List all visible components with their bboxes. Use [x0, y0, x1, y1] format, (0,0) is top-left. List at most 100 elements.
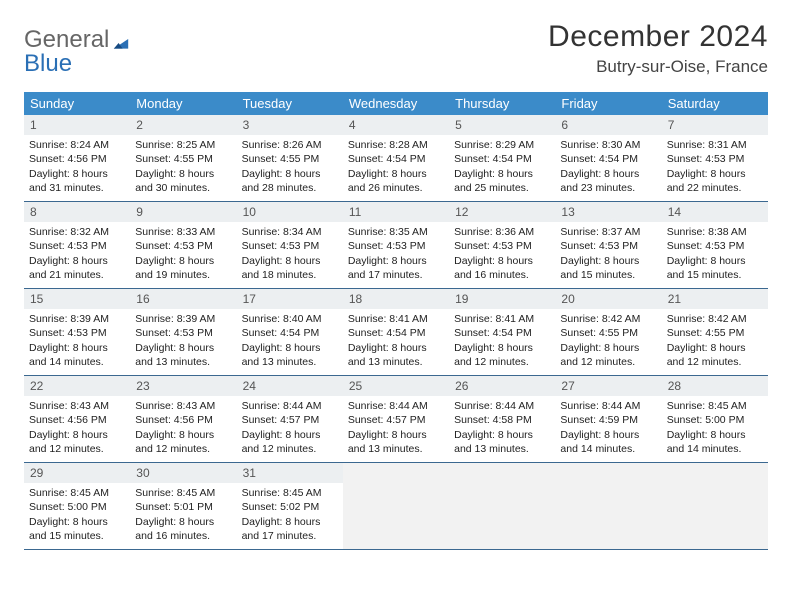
calendar: SundayMondayTuesdayWednesdayThursdayFrid…: [24, 92, 768, 550]
daylight-line: Daylight: 8 hours and 13 minutes.: [348, 341, 444, 369]
daylight-line: Daylight: 8 hours and 22 minutes.: [667, 167, 763, 195]
sunrise-line: Sunrise: 8:44 AM: [242, 399, 338, 413]
day-header-sunday: Sunday: [24, 92, 130, 115]
sunrise-line: Sunrise: 8:44 AM: [348, 399, 444, 413]
day-number: 16: [130, 289, 236, 309]
day-header-tuesday: Tuesday: [237, 92, 343, 115]
cell-body: Sunrise: 8:28 AMSunset: 4:54 PMDaylight:…: [343, 135, 449, 199]
calendar-cell: 31Sunrise: 8:45 AMSunset: 5:02 PMDayligh…: [237, 463, 343, 549]
sunset-line: Sunset: 4:54 PM: [560, 152, 656, 166]
daylight-line: Daylight: 8 hours and 12 minutes.: [667, 341, 763, 369]
calendar-cell-empty: [449, 463, 555, 549]
sunrise-line: Sunrise: 8:42 AM: [560, 312, 656, 326]
sunset-line: Sunset: 4:53 PM: [454, 239, 550, 253]
day-header-wednesday: Wednesday: [343, 92, 449, 115]
sunrise-line: Sunrise: 8:39 AM: [29, 312, 125, 326]
day-header-thursday: Thursday: [449, 92, 555, 115]
cell-body: Sunrise: 8:36 AMSunset: 4:53 PMDaylight:…: [449, 222, 555, 286]
sunset-line: Sunset: 4:57 PM: [242, 413, 338, 427]
calendar-cell: 26Sunrise: 8:44 AMSunset: 4:58 PMDayligh…: [449, 376, 555, 462]
calendar-cell: 11Sunrise: 8:35 AMSunset: 4:53 PMDayligh…: [343, 202, 449, 288]
sunrise-line: Sunrise: 8:41 AM: [348, 312, 444, 326]
cell-body: Sunrise: 8:44 AMSunset: 4:57 PMDaylight:…: [343, 396, 449, 460]
daylight-line: Daylight: 8 hours and 15 minutes.: [560, 254, 656, 282]
sunrise-line: Sunrise: 8:38 AM: [667, 225, 763, 239]
calendar-cell: 4Sunrise: 8:28 AMSunset: 4:54 PMDaylight…: [343, 115, 449, 201]
sunset-line: Sunset: 4:55 PM: [242, 152, 338, 166]
day-number: 6: [555, 115, 661, 135]
calendar-cell: 7Sunrise: 8:31 AMSunset: 4:53 PMDaylight…: [662, 115, 768, 201]
daylight-line: Daylight: 8 hours and 18 minutes.: [242, 254, 338, 282]
calendar-cell: 20Sunrise: 8:42 AMSunset: 4:55 PMDayligh…: [555, 289, 661, 375]
cell-body: Sunrise: 8:45 AMSunset: 5:00 PMDaylight:…: [24, 483, 130, 547]
sunset-line: Sunset: 4:53 PM: [348, 239, 444, 253]
week-row: 22Sunrise: 8:43 AMSunset: 4:56 PMDayligh…: [24, 376, 768, 463]
sunrise-line: Sunrise: 8:32 AM: [29, 225, 125, 239]
sunset-line: Sunset: 4:55 PM: [135, 152, 231, 166]
cell-body: Sunrise: 8:40 AMSunset: 4:54 PMDaylight:…: [237, 309, 343, 373]
calendar-cell: 29Sunrise: 8:45 AMSunset: 5:00 PMDayligh…: [24, 463, 130, 549]
sunset-line: Sunset: 4:56 PM: [29, 152, 125, 166]
cell-body: Sunrise: 8:39 AMSunset: 4:53 PMDaylight:…: [24, 309, 130, 373]
day-number: 28: [662, 376, 768, 396]
cell-body: Sunrise: 8:25 AMSunset: 4:55 PMDaylight:…: [130, 135, 236, 199]
sunset-line: Sunset: 4:56 PM: [29, 413, 125, 427]
cell-body: Sunrise: 8:45 AMSunset: 5:01 PMDaylight:…: [130, 483, 236, 547]
sunset-line: Sunset: 4:54 PM: [348, 326, 444, 340]
day-number: 1: [24, 115, 130, 135]
day-number: 9: [130, 202, 236, 222]
day-number: 3: [237, 115, 343, 135]
cell-body: Sunrise: 8:45 AMSunset: 5:00 PMDaylight:…: [662, 396, 768, 460]
daylight-line: Daylight: 8 hours and 19 minutes.: [135, 254, 231, 282]
logo-mark-icon: [111, 35, 131, 51]
day-number: 13: [555, 202, 661, 222]
calendar-cell: 24Sunrise: 8:44 AMSunset: 4:57 PMDayligh…: [237, 376, 343, 462]
calendar-cell: 28Sunrise: 8:45 AMSunset: 5:00 PMDayligh…: [662, 376, 768, 462]
day-number: 25: [343, 376, 449, 396]
sunset-line: Sunset: 4:59 PM: [560, 413, 656, 427]
daylight-line: Daylight: 8 hours and 14 minutes.: [560, 428, 656, 456]
calendar-cell-empty: [343, 463, 449, 549]
day-number: 21: [662, 289, 768, 309]
calendar-cell: 6Sunrise: 8:30 AMSunset: 4:54 PMDaylight…: [555, 115, 661, 201]
daylight-line: Daylight: 8 hours and 17 minutes.: [348, 254, 444, 282]
calendar-cell: 22Sunrise: 8:43 AMSunset: 4:56 PMDayligh…: [24, 376, 130, 462]
day-header-saturday: Saturday: [662, 92, 768, 115]
calendar-cell: 23Sunrise: 8:43 AMSunset: 4:56 PMDayligh…: [130, 376, 236, 462]
day-header-monday: Monday: [130, 92, 236, 115]
calendar-cell: 10Sunrise: 8:34 AMSunset: 4:53 PMDayligh…: [237, 202, 343, 288]
cell-body: Sunrise: 8:37 AMSunset: 4:53 PMDaylight:…: [555, 222, 661, 286]
cell-body: Sunrise: 8:24 AMSunset: 4:56 PMDaylight:…: [24, 135, 130, 199]
sunrise-line: Sunrise: 8:35 AM: [348, 225, 444, 239]
month-title: December 2024: [548, 20, 768, 54]
daylight-line: Daylight: 8 hours and 17 minutes.: [242, 515, 338, 543]
sunset-line: Sunset: 4:53 PM: [29, 326, 125, 340]
sunrise-line: Sunrise: 8:42 AM: [667, 312, 763, 326]
sunset-line: Sunset: 4:54 PM: [242, 326, 338, 340]
sunrise-line: Sunrise: 8:44 AM: [560, 399, 656, 413]
day-number: 15: [24, 289, 130, 309]
daylight-line: Daylight: 8 hours and 14 minutes.: [667, 428, 763, 456]
cell-body: Sunrise: 8:45 AMSunset: 5:02 PMDaylight:…: [237, 483, 343, 547]
sunrise-line: Sunrise: 8:30 AM: [560, 138, 656, 152]
cell-body: Sunrise: 8:44 AMSunset: 4:59 PMDaylight:…: [555, 396, 661, 460]
daylight-line: Daylight: 8 hours and 30 minutes.: [135, 167, 231, 195]
day-number: 29: [24, 463, 130, 483]
day-number: 7: [662, 115, 768, 135]
week-row: 29Sunrise: 8:45 AMSunset: 5:00 PMDayligh…: [24, 463, 768, 550]
day-number: 20: [555, 289, 661, 309]
sunrise-line: Sunrise: 8:45 AM: [242, 486, 338, 500]
calendar-cell: 16Sunrise: 8:39 AMSunset: 4:53 PMDayligh…: [130, 289, 236, 375]
sunset-line: Sunset: 4:55 PM: [560, 326, 656, 340]
sunrise-line: Sunrise: 8:26 AM: [242, 138, 338, 152]
daylight-line: Daylight: 8 hours and 16 minutes.: [454, 254, 550, 282]
cell-body: Sunrise: 8:42 AMSunset: 4:55 PMDaylight:…: [555, 309, 661, 373]
cell-body: Sunrise: 8:35 AMSunset: 4:53 PMDaylight:…: [343, 222, 449, 286]
sunrise-line: Sunrise: 8:31 AM: [667, 138, 763, 152]
sunset-line: Sunset: 4:54 PM: [348, 152, 444, 166]
cell-body: Sunrise: 8:38 AMSunset: 4:53 PMDaylight:…: [662, 222, 768, 286]
day-number: 8: [24, 202, 130, 222]
calendar-cell: 30Sunrise: 8:45 AMSunset: 5:01 PMDayligh…: [130, 463, 236, 549]
daylight-line: Daylight: 8 hours and 13 minutes.: [135, 341, 231, 369]
sunset-line: Sunset: 4:53 PM: [242, 239, 338, 253]
